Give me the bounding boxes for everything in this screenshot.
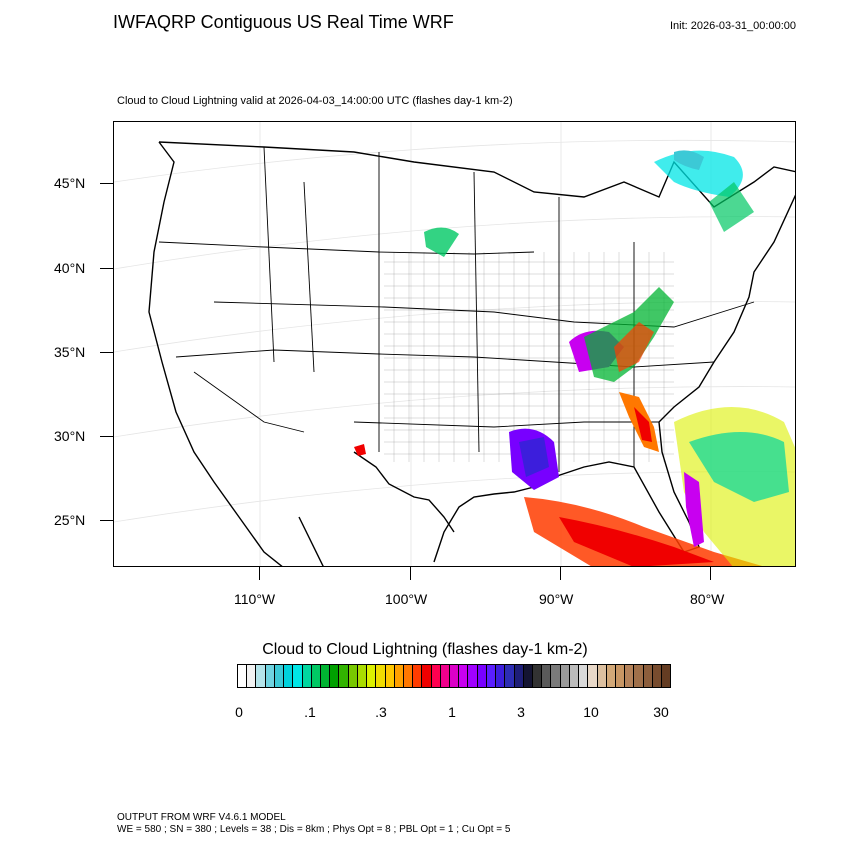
colorbar-swatch — [533, 665, 543, 687]
colorbar — [237, 664, 672, 688]
colorbar-swatch — [606, 665, 616, 687]
map-svg — [114, 122, 795, 566]
lat-tick — [100, 352, 113, 353]
colorbar-swatch — [588, 665, 598, 687]
colorbar-swatch — [542, 665, 552, 687]
colorbar-swatch — [385, 665, 395, 687]
colorbar-swatch — [652, 665, 663, 687]
colorbar-swatch — [367, 665, 377, 687]
colorbar-label: .1 — [304, 704, 316, 720]
colorbar-swatch — [477, 665, 487, 687]
colorbar-swatch — [505, 665, 515, 687]
lon-label-110: 110°W — [234, 591, 276, 607]
colorbar-label: 0 — [235, 704, 243, 720]
colorbar-title: Cloud to Cloud Lightning (flashes day-1 … — [262, 641, 588, 658]
colorbar-swatch — [320, 665, 331, 687]
colorbar-label: 10 — [583, 704, 599, 720]
colorbar-swatch — [376, 665, 386, 687]
colorbar-swatch — [615, 665, 626, 687]
lon-tick — [410, 567, 411, 580]
lat-tick — [100, 268, 113, 269]
colorbar-swatch — [569, 665, 580, 687]
model-info-line2: WE = 580 ; SN = 380 ; Levels = 38 ; Dis … — [117, 824, 511, 835]
lon-tick — [259, 567, 260, 580]
colorbar-swatch — [634, 665, 644, 687]
colorbar-swatch — [357, 665, 368, 687]
colorbar-swatch — [551, 665, 561, 687]
colorbar-swatch — [486, 665, 497, 687]
colorbar-swatch — [247, 665, 257, 687]
colorbar-swatch — [274, 665, 285, 687]
colorbar-swatch — [394, 665, 404, 687]
lon-tick — [560, 567, 561, 580]
colorbar-swatch — [523, 665, 533, 687]
colorbar-label: 30 — [653, 704, 669, 720]
colorbar-swatch — [579, 665, 589, 687]
colorbar-swatch — [311, 665, 321, 687]
colorbar-swatch — [560, 665, 570, 687]
colorbar-swatch — [413, 665, 423, 687]
lightning-field — [354, 150, 795, 566]
lat-label-40: 40°N — [54, 260, 86, 276]
lat-label-35: 35°N — [54, 344, 86, 360]
colorbar-swatch — [450, 665, 460, 687]
colorbar-swatch — [256, 665, 266, 687]
colorbar-swatch — [284, 665, 294, 687]
colorbar-swatch — [348, 665, 358, 687]
colorbar-label: 3 — [517, 704, 525, 720]
colorbar-swatch — [597, 665, 607, 687]
colorbar-swatch — [330, 665, 340, 687]
lon-tick — [710, 567, 711, 580]
lat-label-45: 45°N — [54, 175, 86, 191]
colorbar-swatch — [403, 665, 414, 687]
colorbar-swatch — [496, 665, 506, 687]
colorbar-swatch — [431, 665, 441, 687]
lon-label-100: 100°W — [385, 591, 428, 607]
lightning-map — [113, 121, 796, 567]
colorbar-swatch — [440, 665, 451, 687]
plot-title: IWFAQRP Contiguous US Real Time WRF — [113, 12, 454, 32]
colorbar-swatch — [422, 665, 432, 687]
colorbar-swatch — [237, 665, 248, 687]
lon-label-80: 80°W — [690, 591, 725, 607]
colorbar-swatch — [339, 665, 349, 687]
field-subtitle: Cloud to Cloud Lightning valid at 2026-0… — [117, 95, 513, 107]
lat-tick — [100, 436, 113, 437]
colorbar-swatch — [643, 665, 653, 687]
colorbar-swatch — [625, 665, 635, 687]
lat-label-25: 25°N — [54, 512, 86, 528]
lat-tick — [100, 183, 113, 184]
colorbar-swatch — [514, 665, 524, 687]
colorbar-swatch — [293, 665, 303, 687]
colorbar-swatch — [662, 665, 672, 687]
lon-label-90: 90°W — [539, 591, 574, 607]
colorbar-swatch — [459, 665, 469, 687]
colorbar-label: .3 — [375, 704, 387, 720]
colorbar-label: 1 — [448, 704, 456, 720]
lat-tick — [100, 520, 113, 521]
init-time-label: Init: 2026-03-31_00:00:00 — [670, 20, 796, 32]
lat-label-30: 30°N — [54, 428, 86, 444]
colorbar-swatch — [265, 665, 275, 687]
colorbar-swatch — [468, 665, 478, 687]
model-info-line1: OUTPUT FROM WRF V4.6.1 MODEL — [117, 812, 286, 823]
colorbar-swatch — [302, 665, 312, 687]
graticule — [114, 122, 795, 566]
